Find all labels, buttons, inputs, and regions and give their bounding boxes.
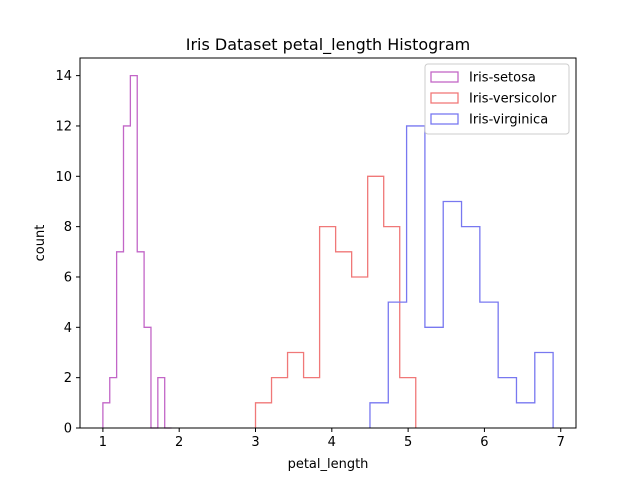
x-axis-label: petal_length bbox=[288, 457, 369, 472]
y-axis-label: count bbox=[33, 225, 48, 262]
y-tick-label: 2 bbox=[64, 371, 72, 386]
y-tick-label: 6 bbox=[64, 270, 72, 285]
x-tick-label: 1 bbox=[99, 435, 107, 450]
series-iris-virginica-outline bbox=[369, 125, 554, 428]
x-tick-label: 4 bbox=[328, 435, 336, 450]
legend-label: Iris-versicolor bbox=[469, 92, 557, 107]
y-tick-label: 14 bbox=[55, 69, 72, 84]
series-iris-setosa-outline bbox=[102, 74, 172, 429]
x-tick-label: 6 bbox=[480, 435, 488, 450]
x-tick-label: 5 bbox=[404, 435, 412, 450]
y-axis-ticks: 0 2 4 6 8 10 12 14 bbox=[55, 69, 80, 437]
y-tick-label: 10 bbox=[55, 170, 72, 185]
y-tick-label: 12 bbox=[55, 119, 72, 134]
x-tick-label: 2 bbox=[175, 435, 183, 450]
plot-frame bbox=[79, 57, 577, 429]
y-tick-label: 4 bbox=[64, 321, 72, 336]
y-tick-label: 8 bbox=[64, 220, 72, 235]
x-axis-ticks: 1 2 3 4 5 6 7 bbox=[99, 428, 565, 450]
x-tick-label: 7 bbox=[557, 435, 565, 450]
x-tick-label: 3 bbox=[251, 435, 259, 450]
y-tick-label: 0 bbox=[64, 422, 72, 437]
legend-swatch bbox=[430, 92, 459, 104]
legend-box bbox=[424, 63, 570, 135]
series-iris-versicolor-outline bbox=[254, 175, 417, 428]
legend-swatch bbox=[430, 113, 459, 125]
chart-title: Iris Dataset petal_length Histogram bbox=[186, 35, 471, 55]
series-layer bbox=[102, 74, 554, 429]
legend: Iris-setosa Iris-versicolor Iris-virginica bbox=[424, 63, 570, 135]
legend-label: Iris-virginica bbox=[469, 113, 548, 128]
legend-swatch bbox=[430, 71, 459, 83]
legend-label: Iris-setosa bbox=[469, 71, 536, 86]
